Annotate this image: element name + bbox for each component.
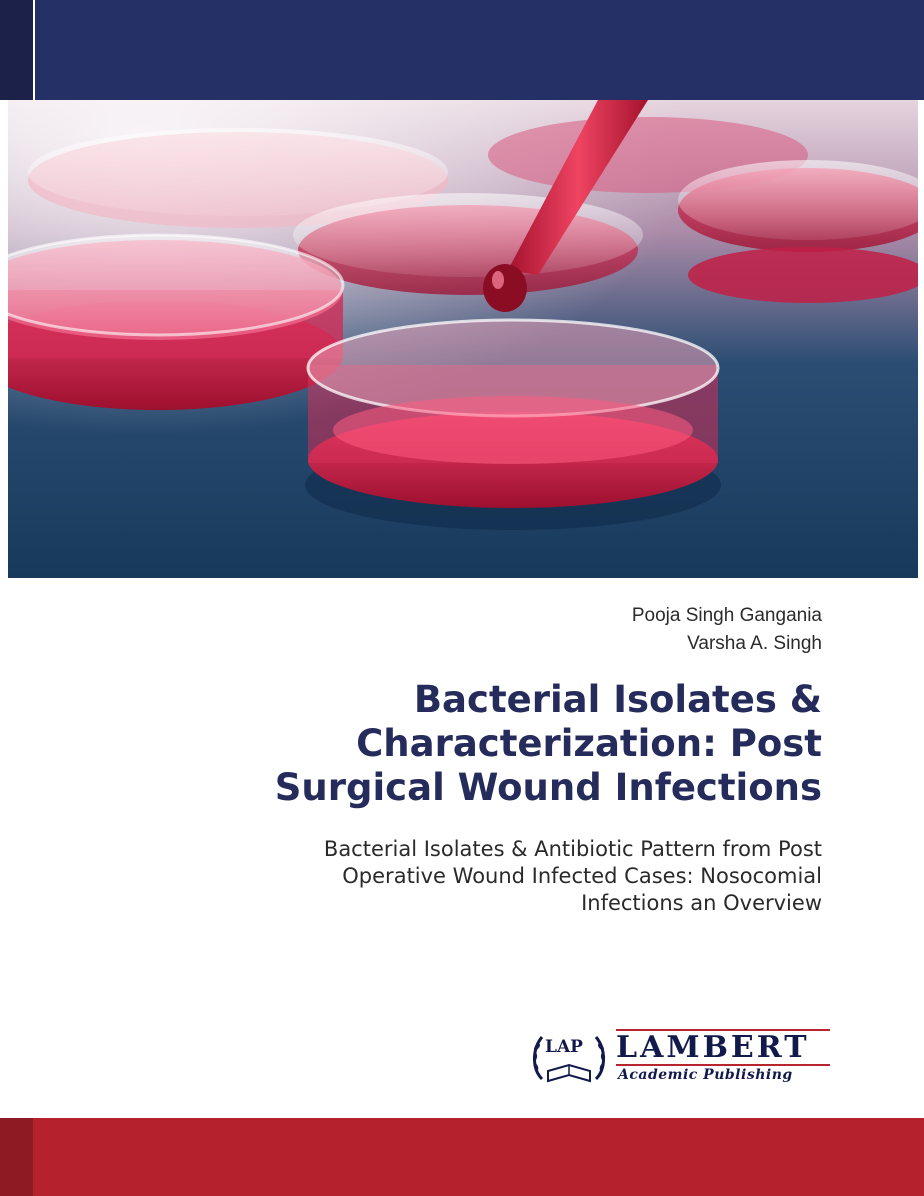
subtitle-line: Infections an Overview <box>581 891 822 915</box>
lap-logo-text: LAP <box>545 1037 583 1057</box>
cover-photo-petri-dishes <box>8 100 918 578</box>
book-subtitle: Bacterial Isolates & Antibiotic Pattern … <box>102 836 822 917</box>
publisher-logo: LAP LAMBERT Academic Publishing <box>528 1025 832 1091</box>
publisher-rule <box>616 1029 830 1031</box>
author-name: Pooja Singh Gangania <box>631 605 822 626</box>
book-title: Bacterial Isolates & Characterization: P… <box>102 678 822 810</box>
spine-edge <box>0 1118 33 1196</box>
author-list: Pooja Singh Gangania Varsha A. Singh <box>632 602 822 658</box>
subtitle-line: Bacterial Isolates & Antibiotic Pattern … <box>323 837 822 861</box>
subtitle-line: Operative Wound Infected Cases: Nosocomi… <box>342 864 822 888</box>
laurel-seal-icon <box>532 1036 606 1083</box>
spine-edge <box>0 0 33 100</box>
spine-mark <box>33 0 35 100</box>
title-line: Bacterial Isolates & <box>413 678 822 721</box>
publisher-subname: Academic Publishing <box>618 1067 793 1083</box>
author-name: Varsha A. Singh <box>687 633 822 654</box>
title-line: Characterization: Post <box>356 722 822 765</box>
publisher-name: LAMBERT <box>616 1030 810 1065</box>
publisher-rule <box>616 1064 830 1066</box>
bottom-color-band <box>0 1118 924 1196</box>
title-line: Surgical Wound Infections <box>274 766 822 809</box>
top-color-band <box>0 0 924 100</box>
